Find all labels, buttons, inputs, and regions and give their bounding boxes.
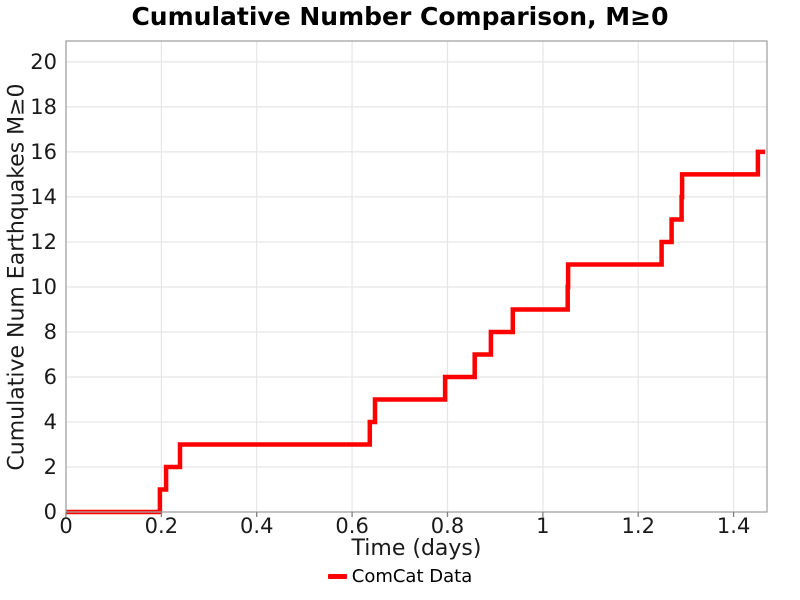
x-tick-label: 0.4 (240, 514, 274, 538)
legend-line-swatch (327, 574, 347, 579)
y-tick-label: 4 (43, 409, 57, 434)
x-tick-label: 0.8 (430, 514, 465, 538)
x-tick-label: 1.2 (621, 514, 655, 538)
y-tick-label: 14 (30, 184, 57, 209)
y-tick-label: 2 (43, 454, 57, 479)
y-tick-label: 12 (30, 229, 57, 254)
legend-entry-label: ComCat Data (351, 566, 473, 587)
legend: ComCat Data (0, 566, 800, 587)
y-tick-label: 6 (43, 364, 57, 389)
y-tick-label: 20 (30, 49, 57, 74)
y-tick-label: 8 (43, 319, 57, 344)
y-tick-label: 16 (30, 139, 57, 164)
y-axis-label: Cumulative Num Earthquakes M≥0 (4, 83, 30, 471)
chart-title: Cumulative Number Comparison, M≥0 (131, 2, 669, 31)
y-tick-label: 0 (43, 500, 57, 524)
y-tick-label: 10 (30, 274, 57, 299)
x-tick-label: 1.4 (716, 514, 751, 538)
x-tick-label: 0.2 (144, 514, 179, 538)
x-tick-label: 1 (536, 514, 550, 538)
x-tick-label: 0 (59, 514, 73, 538)
y-tick-label: 18 (30, 94, 57, 119)
x-axis-label: Time (days) (351, 536, 482, 561)
x-tick-label: 0.6 (335, 514, 369, 538)
